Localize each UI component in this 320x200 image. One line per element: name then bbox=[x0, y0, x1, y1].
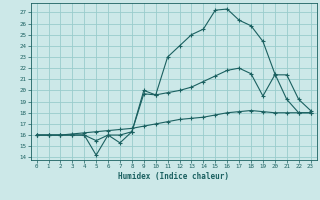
X-axis label: Humidex (Indice chaleur): Humidex (Indice chaleur) bbox=[118, 172, 229, 181]
